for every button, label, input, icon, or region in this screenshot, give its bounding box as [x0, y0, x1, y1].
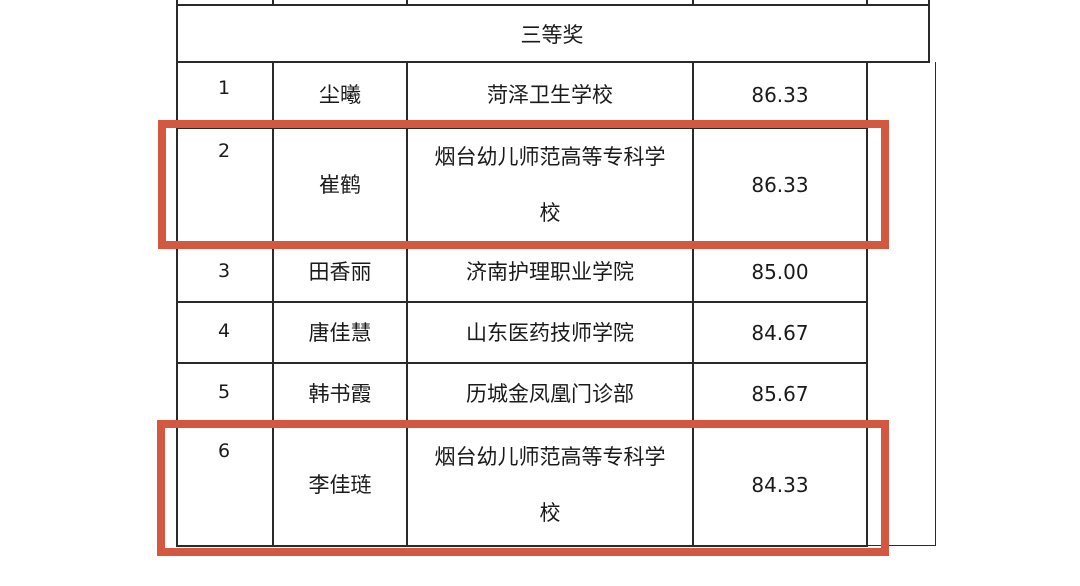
score: 85.00 [751, 260, 809, 284]
highlight-box [158, 120, 889, 249]
grid-line [176, 127, 868, 129]
grid-line [272, 62, 274, 547]
school-name-line: 烟台幼儿师范高等专科学 [434, 445, 666, 469]
school-name: 山东医药技师学院 [408, 302, 692, 363]
highlight-box [157, 420, 889, 556]
grid-line [406, 0, 408, 5]
grid-line [176, 362, 868, 364]
student-name: 田香丽 [308, 260, 372, 284]
student-name: 唐佳慧 [308, 320, 372, 345]
student-name: 尘曦 [319, 83, 361, 107]
school-name-line: 山东医药技师学院 [466, 320, 634, 345]
grid-line [866, 62, 868, 547]
school-name-line: 校 [539, 501, 561, 525]
score: 84.33 [751, 473, 809, 497]
grid-line [176, 0, 178, 547]
score: 85.67 [751, 381, 809, 406]
school-name: 济南护理职业学院 [408, 242, 692, 302]
row-index: 3 [218, 260, 231, 282]
grid-line [866, 0, 868, 5]
grid-line [176, 61, 930, 63]
row-index: 5 [218, 381, 231, 403]
school-name: 菏泽卫生学校 [408, 62, 692, 128]
row-index: 1 [218, 77, 231, 99]
school-name: 烟台幼儿师范高等专科学校 [408, 424, 692, 546]
row-index: 6 [218, 440, 231, 462]
grid-line [868, 545, 936, 546]
grid-line [692, 0, 694, 5]
school-name-line: 历城金凤凰门诊部 [466, 381, 634, 406]
school-name-line: 济南护理职业学院 [466, 260, 634, 284]
school-name: 历城金凤凰门诊部 [408, 363, 692, 424]
student-name: 李佳琏 [308, 473, 372, 497]
grid-line [176, 301, 868, 303]
score: 84.67 [751, 320, 809, 345]
student-name: 韩书霞 [308, 381, 372, 406]
score: 86.33 [751, 83, 809, 107]
score: 86.33 [751, 173, 809, 197]
grid-line [406, 62, 408, 547]
school-name-line: 烟台幼儿师范高等专科学 [434, 145, 666, 169]
grid-line [935, 62, 936, 546]
section-title: 三等奖 [520, 22, 584, 47]
grid-line [272, 0, 274, 5]
school-name: 烟台幼儿师范高等专科学校 [408, 128, 692, 242]
grid-line [176, 545, 868, 547]
grid-line [176, 4, 930, 6]
student-name: 崔鹤 [319, 173, 361, 197]
row-index: 2 [218, 140, 231, 162]
row-index: 4 [218, 320, 231, 342]
school-name-line: 校 [539, 201, 561, 225]
grid-line [692, 62, 694, 547]
school-name-line: 菏泽卫生学校 [487, 83, 613, 107]
grid-line [928, 0, 930, 62]
